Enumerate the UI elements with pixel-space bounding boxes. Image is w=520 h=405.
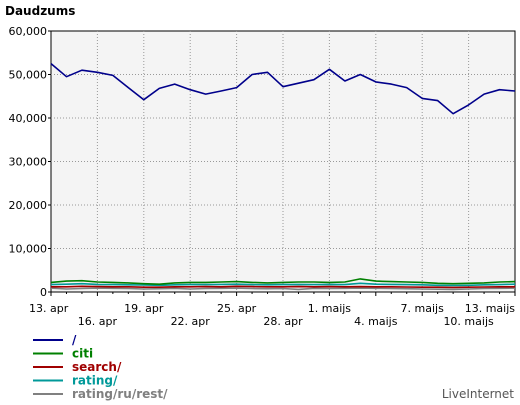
y-tick-label: 20,000	[9, 199, 48, 212]
y-tick-label: 30,000	[9, 156, 48, 169]
chart-title: Daudzums	[5, 4, 75, 18]
series-line-rating	[50, 282, 516, 287]
x-tick-label: 22. apr	[171, 315, 211, 328]
credit-label: LiveInternet	[442, 387, 514, 401]
y-tick-label: 10,000	[9, 243, 48, 256]
series-line-search	[51, 285, 515, 289]
series-line-citi	[50, 278, 516, 286]
legend-label: rating/	[72, 374, 118, 388]
x-tick-label: 13. apr	[29, 302, 69, 315]
x-axis: 13. apr 16. apr 19. apr 22. apr 25. apr 28. a…	[29, 292, 516, 328]
grid-lines	[51, 31, 515, 292]
series-line-	[50, 62, 516, 115]
x-tick-label: 25. apr	[217, 302, 257, 315]
x-tick-label: 13. maijs	[465, 302, 516, 315]
legend-label: search/	[72, 360, 122, 374]
y-axis: 0 10,000 20,000 30,000 40,000 50,000 60,000	[9, 25, 51, 299]
x-tick-label: 1. maijs	[308, 302, 352, 315]
series-lines	[50, 62, 516, 291]
x-tick-label: 10. maijs	[443, 315, 494, 328]
legend-label: /	[72, 333, 77, 347]
legend-label: rating/ru/rest/	[72, 387, 168, 401]
x-tick-label: 19. apr	[124, 302, 164, 315]
y-tick-label: 0	[40, 286, 47, 299]
series-line-rating-ru-rest	[50, 287, 516, 291]
y-tick-label: 40,000	[9, 112, 48, 125]
x-tick-label: 16. apr	[78, 315, 118, 328]
x-tick-label: 4. maijs	[354, 315, 398, 328]
y-tick-label: 50,000	[9, 69, 48, 82]
x-tick-label: 7. maijs	[401, 302, 445, 315]
x-tick-label: 28. apr	[263, 315, 303, 328]
y-tick-label: 60,000	[9, 25, 48, 38]
legend-label: citi	[72, 347, 93, 361]
